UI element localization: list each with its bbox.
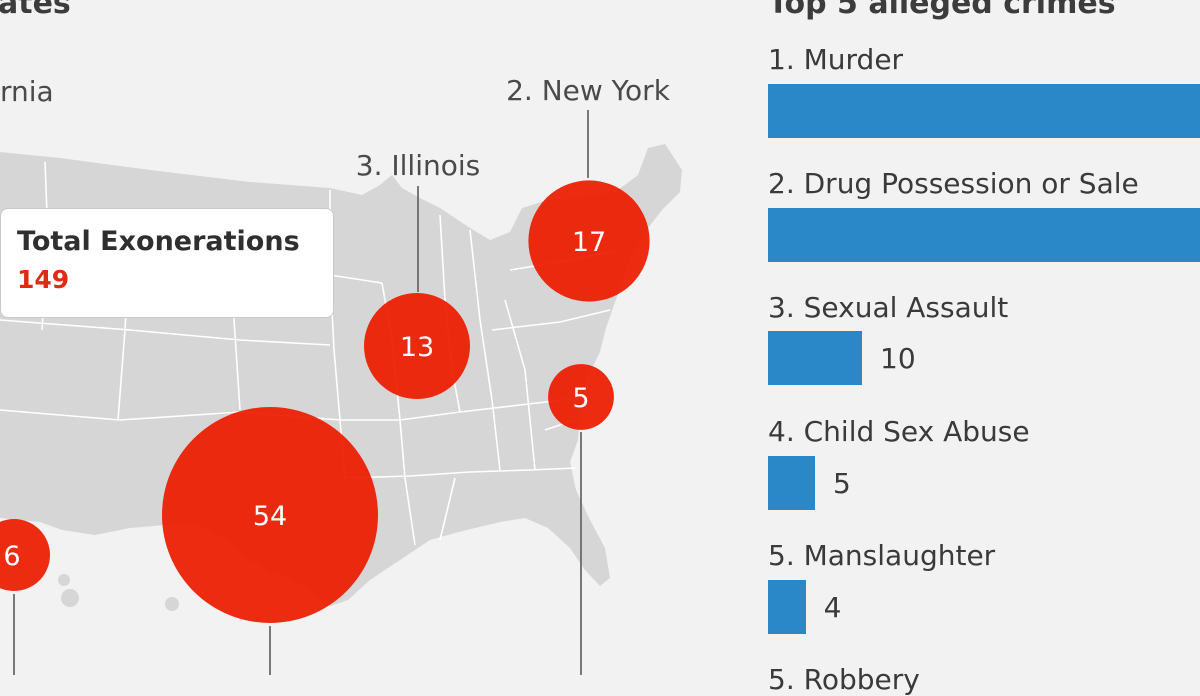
crime-bar-manslaughter	[768, 580, 806, 634]
exoneration-bubbles	[0, 180, 650, 623]
bubble-5	[548, 364, 614, 430]
us-map: rnia 2. New York 3. Illinois 17 13 54 5 …	[0, 74, 682, 675]
crime-bar-drug	[768, 208, 1200, 262]
florida-keys	[58, 574, 179, 611]
state-label-california: rnia	[0, 75, 54, 108]
crime-bar-child-sex-abuse	[768, 456, 815, 510]
bubble-label-6: 6	[3, 541, 20, 572]
total-exonerations-box: Total Exonerations 149	[0, 208, 334, 318]
crime-label-manslaughter: 5. Manslaughter	[768, 539, 996, 572]
crime-label-robbery: 5. Robbery	[768, 663, 920, 696]
crimes-heading: Top 5 alleged crimes	[768, 0, 1116, 21]
crime-label-sexual-assault: 3. Sexual Assault	[768, 291, 1009, 324]
crime-value-child-sex-abuse: 5	[833, 467, 851, 500]
bubble-new-york	[528, 180, 650, 302]
total-exonerations-title: Total Exonerations	[17, 226, 300, 257]
state-label-new-york: 2. New York	[506, 74, 671, 107]
crime-value-manslaughter: 4	[823, 591, 842, 624]
state-label-illinois: 3. Illinois	[356, 149, 480, 182]
bubble-label-illinois: 13	[400, 332, 434, 363]
bubble-6	[0, 519, 50, 591]
bubble-label-new-york: 17	[572, 227, 606, 258]
leader-lines	[13, 110, 589, 675]
bubble-label-5: 5	[572, 383, 589, 414]
total-exonerations-value: 149	[17, 265, 70, 294]
crime-value-sexual-assault: 10	[880, 342, 916, 375]
bubble-54	[162, 407, 378, 623]
crime-bar-sexual-assault	[768, 331, 862, 385]
bubble-illinois	[364, 293, 470, 399]
map-heading: ates	[0, 0, 71, 21]
crime-label-child-sex-abuse: 4. Child Sex Abuse	[768, 415, 1030, 448]
bubble-label-54: 54	[253, 501, 287, 532]
crime-label-murder: 1. Murder	[768, 43, 904, 76]
crime-bar-murder	[768, 84, 1200, 138]
crime-label-drug: 2. Drug Possession or Sale	[768, 167, 1139, 200]
